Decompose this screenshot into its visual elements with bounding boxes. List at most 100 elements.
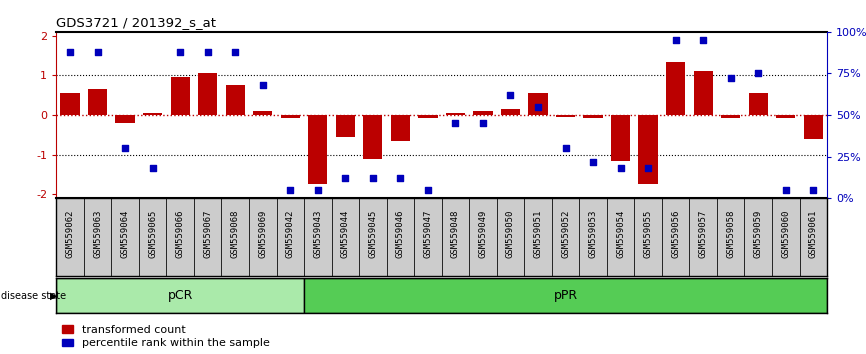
Point xyxy=(366,176,380,181)
Bar xyxy=(336,115,355,137)
Bar xyxy=(579,198,607,276)
Text: GSM559056: GSM559056 xyxy=(671,210,680,258)
Bar xyxy=(88,89,107,115)
Point xyxy=(586,159,600,165)
Bar xyxy=(171,76,190,115)
Text: GSM559061: GSM559061 xyxy=(809,210,818,258)
Bar xyxy=(281,115,300,118)
Bar xyxy=(776,115,795,118)
Bar xyxy=(584,115,603,118)
Bar xyxy=(304,278,827,313)
Bar xyxy=(194,198,222,276)
Bar xyxy=(611,115,630,161)
Point xyxy=(118,145,132,151)
Bar xyxy=(662,198,689,276)
Point xyxy=(201,49,215,55)
Point xyxy=(393,176,407,181)
Bar xyxy=(386,198,414,276)
Bar xyxy=(198,74,217,115)
Text: GSM559042: GSM559042 xyxy=(286,210,294,258)
Point xyxy=(724,76,738,81)
Text: GSM559047: GSM559047 xyxy=(423,210,432,258)
Text: GSM559051: GSM559051 xyxy=(533,210,542,258)
Point xyxy=(806,187,820,193)
Point xyxy=(255,82,269,88)
Bar xyxy=(225,85,245,115)
Text: pCR: pCR xyxy=(167,289,193,302)
Bar xyxy=(689,198,717,276)
Point xyxy=(752,71,766,76)
Point xyxy=(559,145,572,151)
Bar xyxy=(717,198,745,276)
Point xyxy=(229,49,242,55)
Point xyxy=(779,187,792,193)
Bar xyxy=(524,198,552,276)
Text: GSM559043: GSM559043 xyxy=(313,210,322,258)
Bar xyxy=(748,93,768,115)
Text: GDS3721 / 201392_s_at: GDS3721 / 201392_s_at xyxy=(56,16,216,29)
Point xyxy=(421,187,435,193)
Text: GSM559055: GSM559055 xyxy=(643,210,653,258)
Bar xyxy=(799,198,827,276)
Text: pPR: pPR xyxy=(553,289,578,302)
Bar xyxy=(363,115,383,159)
Text: GSM559050: GSM559050 xyxy=(506,210,515,258)
Bar xyxy=(556,115,575,117)
Bar xyxy=(139,198,166,276)
Bar xyxy=(166,198,194,276)
Text: GSM559068: GSM559068 xyxy=(230,210,240,258)
Point xyxy=(311,187,325,193)
Bar xyxy=(359,198,386,276)
Bar xyxy=(61,93,80,115)
Bar xyxy=(638,115,658,184)
Bar xyxy=(607,198,634,276)
Bar xyxy=(528,93,547,115)
Bar xyxy=(694,72,713,115)
Text: GSM559057: GSM559057 xyxy=(699,210,708,258)
Bar xyxy=(745,198,772,276)
Bar xyxy=(634,198,662,276)
Text: GSM559044: GSM559044 xyxy=(341,210,350,258)
Text: GSM559062: GSM559062 xyxy=(66,210,74,258)
Point xyxy=(145,165,159,171)
Text: disease state: disease state xyxy=(1,291,66,301)
Text: GSM559059: GSM559059 xyxy=(753,210,763,258)
Bar xyxy=(249,198,276,276)
Bar xyxy=(552,198,579,276)
Point xyxy=(173,49,187,55)
Point xyxy=(476,120,490,126)
Bar xyxy=(772,198,799,276)
Point xyxy=(339,176,352,181)
Text: GSM559045: GSM559045 xyxy=(368,210,378,258)
Point xyxy=(641,165,655,171)
Point xyxy=(91,49,105,55)
Bar xyxy=(391,115,410,141)
Legend: transformed count, percentile rank within the sample: transformed count, percentile rank withi… xyxy=(61,325,269,348)
Bar xyxy=(469,198,497,276)
Bar xyxy=(143,113,162,115)
Text: GSM559069: GSM559069 xyxy=(258,210,268,258)
Bar xyxy=(332,198,359,276)
Text: GSM559052: GSM559052 xyxy=(561,210,570,258)
Bar xyxy=(442,198,469,276)
Bar xyxy=(497,198,524,276)
Bar xyxy=(804,115,823,139)
Text: GSM559066: GSM559066 xyxy=(176,210,184,258)
Point xyxy=(449,120,462,126)
Point xyxy=(503,92,517,98)
Text: ▶: ▶ xyxy=(50,291,58,301)
Bar xyxy=(721,115,740,118)
Bar xyxy=(418,115,437,118)
Bar xyxy=(501,109,520,115)
Text: GSM559067: GSM559067 xyxy=(204,210,212,258)
Point xyxy=(63,49,77,55)
Point xyxy=(696,37,710,43)
Bar xyxy=(474,111,493,115)
Text: GSM559049: GSM559049 xyxy=(478,210,488,258)
Bar xyxy=(56,278,304,313)
Text: GSM559058: GSM559058 xyxy=(727,210,735,258)
Bar xyxy=(84,198,112,276)
Bar xyxy=(276,198,304,276)
Point xyxy=(669,37,682,43)
Point xyxy=(614,165,628,171)
